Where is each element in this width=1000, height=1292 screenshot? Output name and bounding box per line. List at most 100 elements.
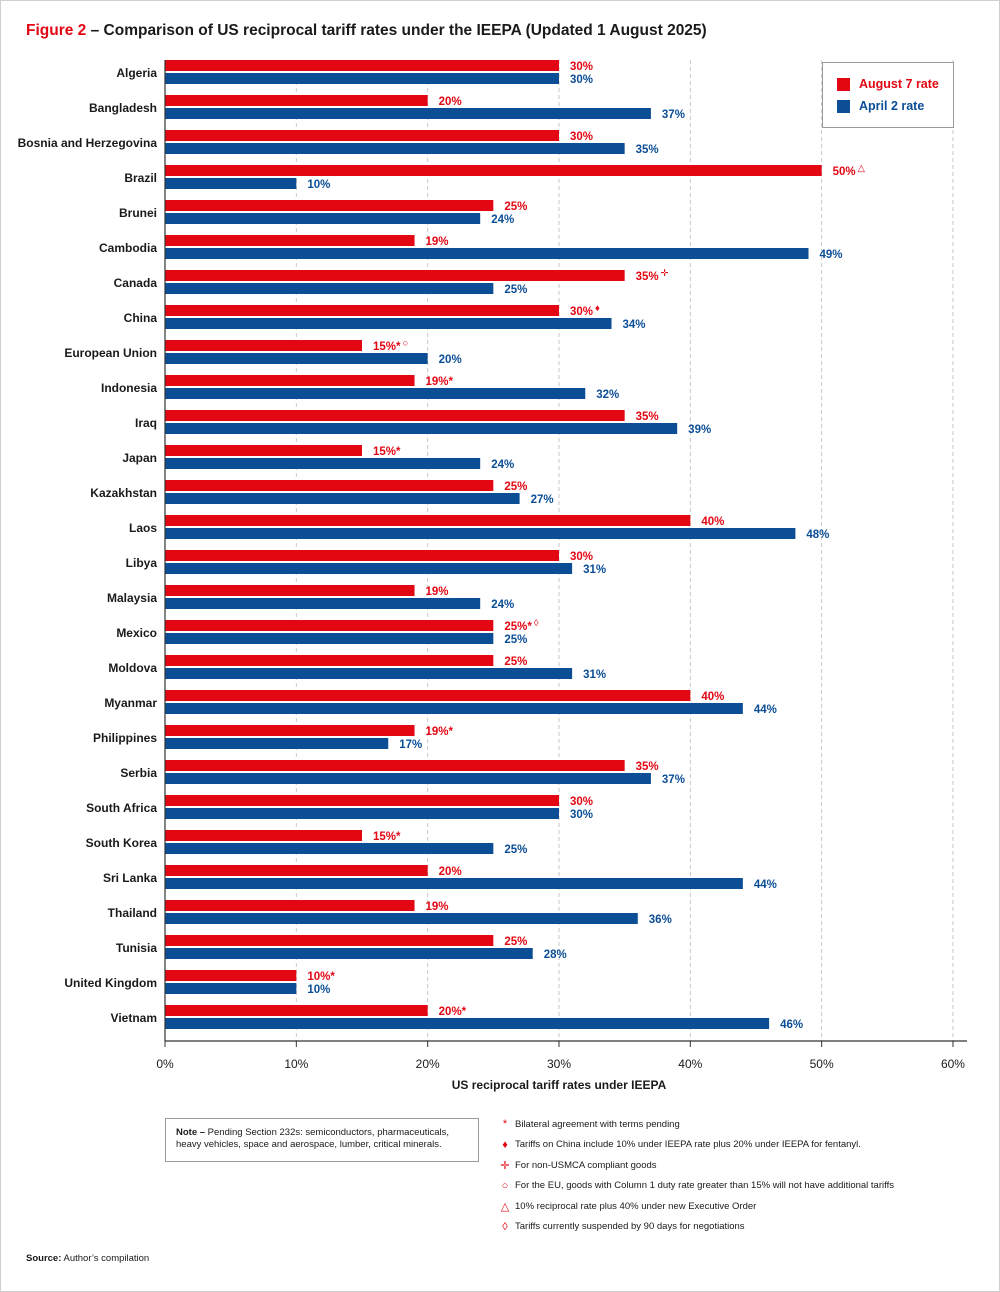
value-label-august: 25% (504, 936, 527, 948)
footnote-item: ✛ For non-USMCA compliant goods (497, 1155, 894, 1176)
value-label-april: 46% (780, 1019, 803, 1031)
legend-label-august: August 7 rate (859, 77, 939, 91)
bar-august (165, 445, 362, 456)
value-label-april: 31% (583, 564, 606, 576)
bar-august (165, 270, 625, 281)
x-tick-label: 60% (941, 1057, 965, 1071)
value-label-august: 25% (504, 481, 527, 493)
source-line: Source: Author’s compilation (26, 1253, 149, 1264)
bar-august (165, 585, 415, 596)
bar-april (165, 318, 612, 329)
footnote-symbol: △ (500, 1200, 510, 1213)
value-label-august: 15%* ○ (373, 338, 408, 353)
bar-august (165, 655, 494, 666)
bar-chart: 30%30%20%37%30%35%50% △10%25%24%19%49%35%… (18, 60, 967, 1092)
bar-august (165, 235, 415, 246)
bar-april (165, 913, 638, 924)
bar-august (165, 515, 691, 526)
category-label: Canada (114, 276, 158, 290)
bar-august (165, 900, 415, 911)
x-tick-label: 0% (156, 1057, 174, 1071)
footnote-text: Tariffs currently suspended by 90 days f… (515, 1221, 745, 1233)
footnote-symbol: ◊ (502, 1220, 508, 1233)
bar-april (165, 248, 809, 259)
legend-item-april: April 2 rate (837, 99, 924, 113)
category-label: South Korea (86, 836, 158, 850)
x-axis-title: US reciprocal tariff rates under IEEPA (452, 1078, 667, 1092)
bar-april (165, 143, 625, 154)
bar-april (165, 633, 494, 644)
bar-april (165, 598, 481, 609)
value-label-august: 25% (504, 201, 527, 213)
bar-april (165, 948, 533, 959)
category-label: Iraq (135, 416, 157, 430)
value-label-april: 25% (504, 844, 527, 856)
value-label-august: 25% (504, 656, 527, 668)
value-label-august: 40% (701, 691, 724, 703)
category-label: Thailand (108, 906, 157, 920)
value-label-august: 10%* (307, 971, 335, 983)
chart-title: Figure 2 – Comparison of US reciprocal t… (26, 22, 707, 40)
value-label-august: 19%* (426, 726, 454, 738)
value-label-august: 15%* (373, 831, 401, 843)
value-label-april: 10% (307, 179, 330, 191)
bar-august (165, 60, 559, 71)
footnote-item: △ 10% reciprocal rate plus 40% under new … (497, 1196, 894, 1217)
category-label: Laos (129, 521, 157, 535)
value-label-august: 20%* (439, 1006, 467, 1018)
footnote-text: For the EU, goods with Column 1 duty rat… (515, 1180, 894, 1192)
bar-april (165, 808, 559, 819)
footnote-symbol: ✛ (500, 1159, 510, 1172)
bar-april (165, 388, 586, 399)
category-label: Cambodia (99, 241, 157, 255)
category-label: Moldova (108, 661, 157, 675)
value-label-april: 48% (806, 529, 829, 541)
value-label-april: 24% (491, 599, 514, 611)
bar-april (165, 108, 651, 119)
footnote-text: Bilateral agreement with terms pending (515, 1118, 680, 1130)
value-label-august: 35% ✛ (636, 268, 669, 283)
bar-april (165, 213, 481, 224)
value-label-april: 37% (662, 109, 685, 121)
x-tick-label: 10% (284, 1057, 308, 1071)
value-label-april: 36% (649, 914, 672, 926)
category-label: Indonesia (101, 381, 157, 395)
value-label-april: 24% (491, 459, 514, 471)
value-label-april: 24% (491, 214, 514, 226)
category-label: European Union (64, 346, 157, 360)
category-label: Brazil (124, 171, 157, 185)
value-label-august: 40% (701, 516, 724, 528)
category-label: Bosnia and Herzegovina (18, 136, 158, 150)
figure-label: Figure 2 (26, 22, 87, 39)
bar-august (165, 760, 625, 771)
bar-april (165, 353, 428, 364)
footnote-marker: △ (858, 163, 866, 174)
bar-april (165, 178, 297, 189)
value-label-august: 35% (636, 761, 659, 773)
bar-august (165, 620, 494, 631)
bars (165, 60, 822, 1029)
value-label-april: 20% (439, 354, 462, 366)
value-label-august: 19% (426, 586, 449, 598)
footnote-text: Tariffs on China include 10% under IEEPA… (515, 1139, 861, 1151)
value-label-august: 35% (636, 411, 659, 423)
value-label-august: 25%* ◊ (504, 618, 539, 633)
source-label: Source: (26, 1253, 62, 1264)
footnote-marker: ♦ (595, 303, 600, 314)
value-label-april: 37% (662, 774, 685, 786)
bar-august (165, 375, 415, 386)
x-tick-label: 30% (547, 1057, 571, 1071)
bar-august (165, 410, 625, 421)
note-text: Pending Section 232s: semiconductors, ph… (176, 1127, 450, 1151)
category-label: Philippines (93, 731, 157, 745)
category-label: Bangladesh (89, 101, 157, 115)
category-label: Mexico (116, 626, 157, 640)
category-label: Myanmar (104, 696, 157, 710)
x-axis: 0% 10% 20% 30% 40% 50% 60% US reciprocal tariff… (156, 60, 967, 1092)
footnote-item: ◊ Tariffs currently suspended by 90 days … (497, 1217, 894, 1238)
x-tick-label: 50% (810, 1057, 834, 1071)
bar-april (165, 1018, 770, 1029)
value-label-april: 30% (570, 74, 593, 86)
bar-april (165, 493, 520, 504)
value-label-august: 20% (439, 96, 462, 108)
